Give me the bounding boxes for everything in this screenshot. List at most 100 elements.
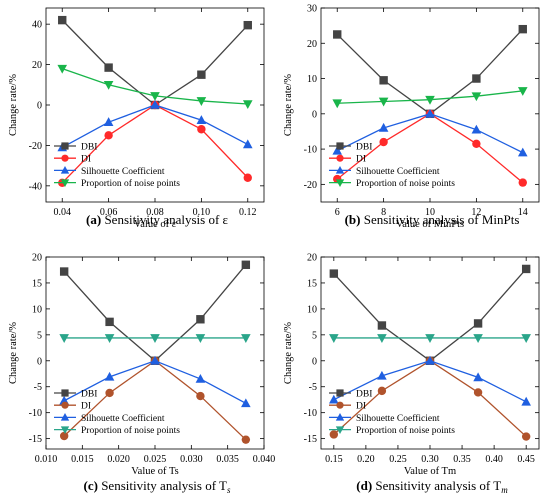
series-line <box>333 268 527 362</box>
y-tick-label: 0 <box>37 101 42 112</box>
data-point <box>197 125 206 134</box>
x-tick-label: 0.035 <box>216 454 239 465</box>
panel-caption: (c) Sensitivity analysis of Ts <box>84 478 231 495</box>
data-point <box>521 264 531 274</box>
data-point <box>105 388 114 398</box>
data-point <box>332 99 343 109</box>
legend-marker <box>61 154 69 162</box>
y-tick-label: 15 <box>307 278 317 289</box>
panel-caption: (d) Sensitivity analysis of Tm <box>356 478 508 495</box>
x-tick-label: 12 <box>471 207 481 218</box>
legend-label: DBI <box>81 143 97 153</box>
y-tick-label: 30 <box>307 4 317 15</box>
data-point <box>105 317 114 327</box>
x-axis-label: Value of ε <box>134 219 177 230</box>
legend-marker <box>60 166 70 174</box>
data-point <box>377 370 387 380</box>
y-tick-label: 5 <box>37 330 42 341</box>
data-point <box>521 432 531 441</box>
x-tick-label: 0.010 <box>35 454 58 465</box>
series-proportion-of-noise-points <box>332 87 528 109</box>
caption-prefix: (d) <box>356 478 372 493</box>
legend-label: Proportion of noise points <box>81 425 180 436</box>
x-tick-label: 0.025 <box>144 454 167 465</box>
y-tick-label: 0 <box>37 356 42 367</box>
data-point <box>378 122 389 132</box>
data-point <box>377 321 387 330</box>
chart-panel-b: -20 -10 0 10 20 30 6 8 10 12 14 Value of MinPts Chan… <box>283 4 540 230</box>
data-point <box>378 97 389 107</box>
series-proportion-of-noise-points <box>329 334 531 343</box>
y-axis-label: Change rate/% <box>8 74 19 136</box>
y-tick-label: -20 <box>29 141 42 152</box>
x-tick-label: 0.015 <box>71 454 94 465</box>
data-point <box>518 24 527 34</box>
legend-label: Proportion of noise points <box>81 178 180 189</box>
data-point <box>242 100 253 109</box>
data-point <box>473 372 483 382</box>
data-point <box>104 334 115 343</box>
data-point <box>521 396 531 406</box>
data-point <box>471 92 482 102</box>
legend-marker <box>61 142 69 150</box>
y-tick-label: -5 <box>34 382 42 393</box>
caption-subscript: s <box>227 485 231 495</box>
x-axis-label: Value of Tm <box>404 466 456 477</box>
y-tick-label: 15 <box>32 278 42 289</box>
y-tick-label: -10 <box>304 408 317 419</box>
data-point <box>377 334 387 343</box>
data-point <box>471 124 482 134</box>
y-tick-label: 5 <box>312 330 317 341</box>
x-tick-label: 0.030 <box>180 454 203 465</box>
legend-marker <box>336 142 344 150</box>
data-point <box>379 76 388 85</box>
y-tick-label: 0 <box>312 109 317 120</box>
data-point <box>517 147 528 157</box>
x-tick-label: 0.06 <box>100 207 118 218</box>
caption-text: Sensitivity analysis of ε <box>104 212 228 227</box>
x-tick-label: 0.020 <box>107 454 130 465</box>
legend-marker <box>336 401 344 409</box>
y-axis-label: Change rate/% <box>8 322 19 384</box>
series-silhouette-coefficient <box>332 108 528 157</box>
data-point <box>103 117 114 126</box>
series-proportion-of-noise-points <box>57 64 253 109</box>
legend-label: DBI <box>81 390 97 400</box>
data-point <box>521 334 531 343</box>
legend-marker <box>60 413 70 421</box>
series-dbi <box>329 264 531 365</box>
data-point <box>473 319 483 328</box>
data-point <box>241 435 251 444</box>
data-point <box>473 388 483 397</box>
data-point <box>196 315 205 324</box>
y-tick-label: 10 <box>32 304 42 315</box>
caption-prefix: (c) <box>84 478 98 493</box>
data-point <box>425 355 435 365</box>
y-axis-label: Change rate/% <box>283 74 294 136</box>
legend-label: DI <box>356 402 366 412</box>
series-line <box>63 264 247 362</box>
data-point <box>425 95 435 105</box>
data-point <box>59 267 69 276</box>
data-point <box>150 100 160 109</box>
y-tick-label: 20 <box>307 39 317 50</box>
data-point <box>195 334 206 343</box>
series-proportion-of-noise-points <box>59 334 251 343</box>
data-point <box>243 20 252 30</box>
caption-prefix: (b) <box>345 212 361 227</box>
x-tick-label: 0.20 <box>357 454 375 465</box>
legend-label: Silhouette Coefficient <box>356 166 440 177</box>
data-point <box>59 431 69 441</box>
series-silhouette-coefficient <box>329 355 531 406</box>
data-point <box>329 394 339 404</box>
legend-label: Silhouette Coefficient <box>81 413 165 424</box>
data-point <box>150 92 160 101</box>
chart-panel-c: -15 -10 -5 0 5 10 15 20 0.010 0.015 0.020 0.025 0.03… <box>8 253 275 496</box>
legend-label: Proportion of noise points <box>356 425 455 436</box>
data-point <box>196 391 205 401</box>
y-tick-label: 0 <box>312 356 317 367</box>
legend-marker <box>335 426 345 434</box>
x-tick-label: 8 <box>381 207 386 218</box>
caption-text: Sensitivity analysis of T <box>101 478 227 493</box>
